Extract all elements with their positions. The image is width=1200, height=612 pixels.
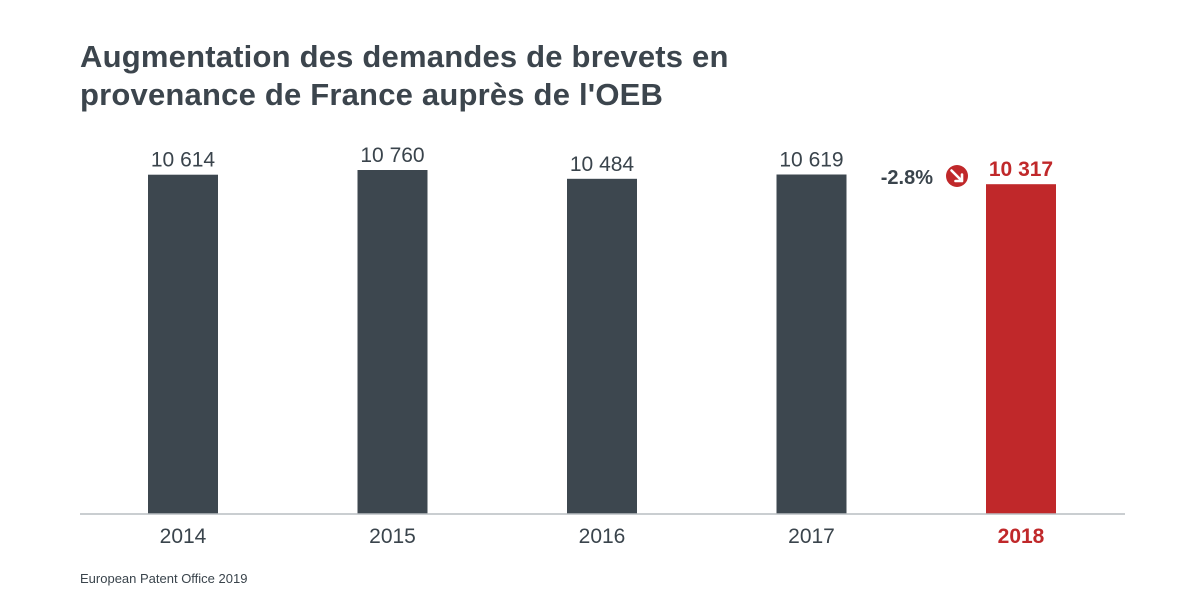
bar-2015 [357, 170, 428, 514]
category-label-2016: 2016 [579, 525, 626, 548]
bar-2017 [776, 174, 847, 514]
category-label-2015: 2015 [369, 525, 416, 548]
chart-title: Augmentation des demandes de brevets en … [80, 38, 1120, 114]
chart-title-line-1: Augmentation des demandes de brevets en [80, 39, 729, 74]
change-percent-label: -2.8% [881, 167, 933, 189]
change-annotation: -2.8% [881, 165, 968, 189]
value-label-2014: 10 614 [151, 149, 216, 172]
value-label-2018: 10 317 [989, 158, 1053, 181]
category-label-2017: 2017 [788, 525, 835, 548]
labels-layer: 10 614 2014 10 760 2015 10 484 2016 10 619 2017… [151, 144, 1053, 548]
source-note: European Patent Office 2019 [80, 571, 248, 586]
bars-layer [148, 170, 1056, 515]
value-label-2016: 10 484 [570, 153, 635, 176]
value-label-2017: 10 619 [779, 149, 843, 172]
category-label-2014: 2014 [160, 525, 207, 548]
chart-title-line-2: provenance de France auprès de l'OEB [80, 77, 664, 112]
bar-2018 [986, 184, 1056, 514]
bar-2016 [567, 178, 637, 515]
arrow-down-right-icon [946, 165, 968, 187]
category-label-2018: 2018 [998, 525, 1045, 548]
value-label-2015: 10 760 [360, 144, 424, 167]
bar-2014 [148, 174, 218, 514]
